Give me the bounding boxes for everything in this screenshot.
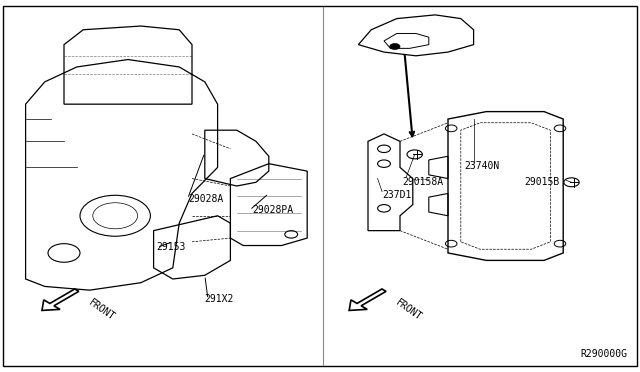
Text: 29153: 29153 <box>157 243 186 252</box>
Text: 237D1: 237D1 <box>382 190 412 200</box>
Text: 29015B: 29015B <box>525 177 560 187</box>
Text: 291X2: 291X2 <box>205 295 234 304</box>
Text: FRONT: FRONT <box>394 298 424 323</box>
Text: FRONT: FRONT <box>86 298 116 323</box>
Text: 290158A: 290158A <box>402 177 443 187</box>
Circle shape <box>390 44 400 49</box>
Text: R290000G: R290000G <box>580 349 627 359</box>
Text: 29028A: 29028A <box>189 194 224 204</box>
Text: 29028PA: 29028PA <box>253 205 294 215</box>
Text: 23740N: 23740N <box>464 161 499 170</box>
